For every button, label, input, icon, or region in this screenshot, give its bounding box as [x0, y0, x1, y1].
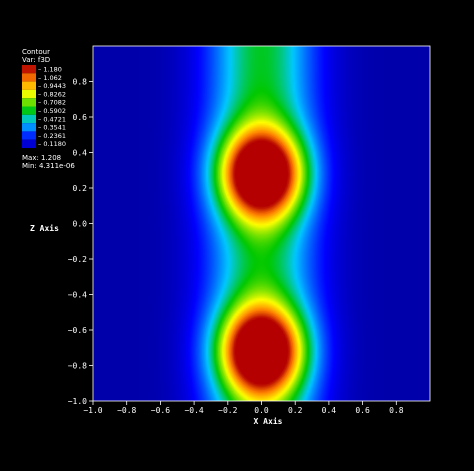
x-tick-label-0: −1.0 — [83, 406, 102, 415]
y-tick-label-4: −0.2 — [68, 255, 87, 264]
x-tick-label-2: −0.6 — [151, 406, 170, 415]
y-axis-title: Z Axis — [30, 223, 59, 233]
x-tick-label-1: −0.8 — [117, 406, 136, 415]
legend-level-6: – 0.4721 — [38, 115, 66, 123]
legend-swatch-4 — [22, 98, 36, 107]
y-tick-label-5: 0.0 — [73, 220, 88, 229]
legend-level-9: – 0.1180 — [38, 140, 66, 148]
legend-swatch-0 — [22, 65, 36, 74]
contour-line-3 — [222, 120, 301, 401]
x-tick-label-5: 0.0 — [254, 406, 269, 415]
legend-swatch-9 — [22, 139, 36, 148]
x-tick-label-8: 0.6 — [355, 406, 370, 415]
legend-swatch-1 — [22, 73, 36, 82]
contour-line-4 — [218, 110, 305, 401]
contour-line-5 — [213, 80, 310, 401]
legend-swatch-8 — [22, 131, 36, 140]
x-tick-label-4: −0.2 — [218, 406, 237, 415]
legend-level-7: – 0.3541 — [38, 124, 66, 132]
legend-swatch-7 — [22, 123, 36, 132]
legend-min: Min: 4.311e-06 — [22, 162, 75, 170]
x-tick-label-9: 0.8 — [389, 406, 404, 415]
legend-max: Max: 1.208 — [22, 154, 61, 162]
legend: Contour Var: f3D – 1.180– 1.062– 0.9443–… — [22, 48, 75, 170]
legend-level-1: – 1.062 — [38, 74, 62, 82]
contour-line-2 — [226, 127, 297, 398]
x-tick-label-6: 0.2 — [288, 406, 303, 415]
x-tick-label-3: −0.4 — [184, 406, 203, 415]
legend-swatch-5 — [22, 106, 36, 115]
y-tick-label-8: 0.6 — [73, 113, 88, 122]
contour-line-8 — [194, 47, 329, 401]
legend-title: Contour — [22, 48, 50, 56]
x-tick-label-7: 0.4 — [322, 406, 337, 415]
legend-var: Var: f3D — [22, 56, 50, 64]
legend-swatch-2 — [22, 81, 36, 90]
legend-level-8: – 0.2361 — [38, 132, 66, 140]
y-tick-label-0: −1.0 — [68, 397, 87, 406]
contour-line-0 — [233, 138, 290, 387]
y-tick-label-7: 0.4 — [73, 149, 88, 158]
x-axis: −1.0 −0.8 −0.6 −0.4 −0.2 0.0 0.2 0.4 0.6 0.8 — [83, 401, 404, 415]
y-tick-label-1: −0.8 — [68, 362, 87, 371]
legend-swatches: – 1.180– 1.062– 0.9443– 0.8262– 0.7082– … — [22, 65, 66, 148]
legend-swatch-6 — [22, 114, 36, 124]
y-tick-label-9: 0.8 — [73, 78, 88, 87]
legend-level-5: – 0.5902 — [38, 107, 66, 115]
legend-level-2: – 0.9443 — [38, 82, 66, 90]
legend-level-4: – 0.7082 — [38, 99, 66, 107]
contour-lines — [177, 47, 346, 401]
contour-line-7 — [202, 47, 321, 401]
contour-line-9 — [177, 47, 346, 401]
legend-level-3: – 0.8262 — [38, 90, 66, 98]
y-axis: −1.0 −0.8 −0.6 −0.4 −0.2 0.0 0.2 0.4 0.6 0.8 — [68, 78, 93, 406]
y-tick-label-6: 0.2 — [73, 184, 88, 193]
contour-line-6 — [208, 47, 315, 401]
legend-level-0: – 1.180 — [38, 66, 62, 74]
y-tick-label-2: −0.6 — [68, 326, 87, 335]
contour-field — [93, 46, 430, 401]
legend-swatch-3 — [22, 89, 36, 99]
y-tick-label-3: −0.4 — [68, 291, 87, 300]
x-axis-title: X Axis — [254, 416, 283, 426]
contour-line-1 — [229, 133, 294, 392]
